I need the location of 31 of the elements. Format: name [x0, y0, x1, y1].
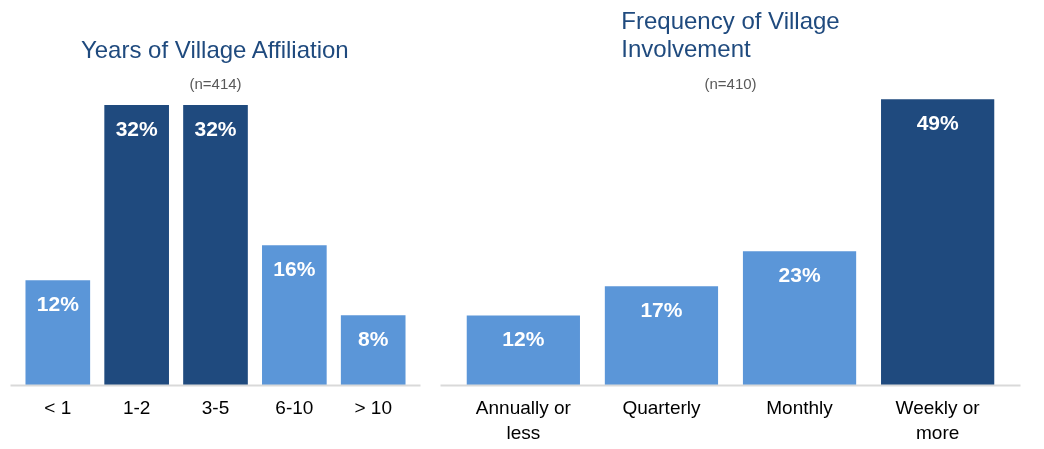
x-tick-label: Annually or less — [475, 396, 572, 443]
data-label: 16% — [273, 257, 316, 281]
x-tick-label: 1-2 — [122, 396, 151, 418]
data-label: 8% — [358, 327, 389, 351]
data-label: 12% — [36, 292, 80, 316]
x-tick-label: Quarterly — [622, 396, 702, 418]
data-label: 32% — [194, 116, 237, 140]
bar — [183, 104, 248, 386]
x-tick-label: Weekly or more — [895, 396, 981, 443]
data-label: 49% — [916, 111, 959, 135]
x-tick-label: > 10 — [354, 396, 392, 418]
data-label: 32% — [115, 116, 158, 140]
x-tick-label: 6-10 — [275, 396, 314, 418]
data-label: 23% — [778, 263, 821, 287]
bar — [340, 315, 406, 386]
data-label: 17% — [640, 298, 683, 322]
chart-subtitle: (n=414) — [189, 74, 242, 92]
bar — [25, 280, 91, 386]
data-label: 12% — [502, 327, 545, 351]
bar — [604, 286, 719, 386]
x-tick-label: Monthly — [766, 396, 834, 418]
chart-title: Frequency of Village Involvement — [621, 7, 840, 63]
chart-subtitle: (n=410) — [704, 74, 757, 92]
bar — [742, 251, 857, 386]
bar — [466, 315, 580, 386]
bar — [104, 104, 169, 386]
x-tick-label: 3-5 — [201, 396, 230, 418]
chart-title: Years of Village Affiliation — [80, 35, 349, 63]
x-tick-label: < 1 — [44, 396, 72, 418]
bar — [262, 245, 327, 386]
bar — [881, 99, 995, 386]
